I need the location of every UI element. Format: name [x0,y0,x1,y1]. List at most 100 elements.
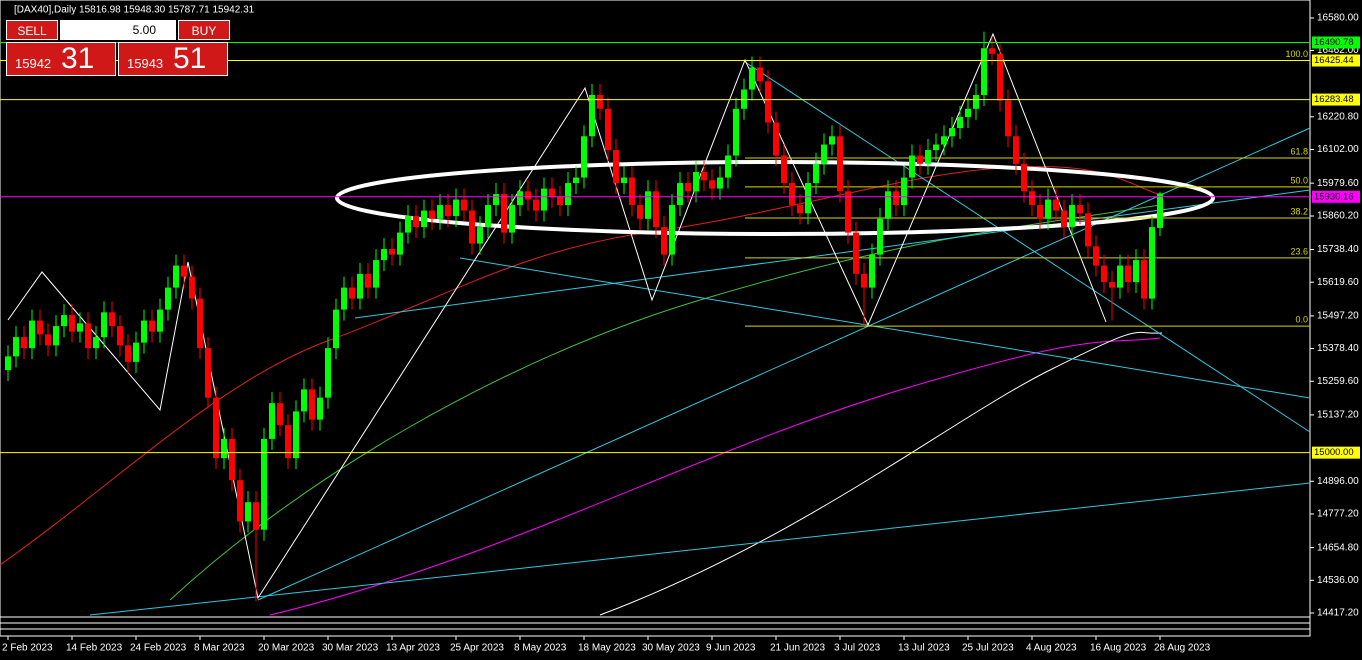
candle-body [117,326,123,346]
zigzag [7,32,1107,600]
price-label-box [1312,190,1360,203]
candle-body [1101,265,1107,283]
volume-input[interactable]: 5.00 [60,20,176,40]
candle-body [405,216,411,233]
x-tick-label: 16 Aug 2023 [1090,643,1147,654]
fib-label: 61.8 [1290,146,1308,156]
candle-body [261,438,267,530]
y-tick-label: 16462.00 [1317,45,1359,56]
candle-body [1085,213,1091,247]
candle-body [437,205,443,219]
candle-body [293,411,299,459]
candle-body [789,183,795,206]
fib-label: 50.0 [1290,175,1308,185]
candle-body [1013,136,1019,164]
price-label-box [1312,54,1360,67]
candle-body [1005,100,1011,137]
candle-body [733,108,739,156]
bid-box[interactable]: 15942 31 [6,42,116,76]
candle-body [1061,210,1067,228]
candle-body [181,265,187,277]
trade-panel: SELL 5.00 BUY 15942 31 15943 51 [6,20,230,76]
candle-body [709,180,715,189]
candle-body [837,136,843,192]
fib-label: 100.0 [1285,49,1308,59]
candle-body [693,172,699,192]
candle-body [557,196,563,206]
candle-body [909,155,915,178]
candle-body [701,172,707,181]
candle-body [381,249,387,261]
y-tick-label: 15378.40 [1317,343,1359,354]
candle-body [69,315,75,332]
candle-body [365,273,371,288]
price-label-box [1312,93,1360,106]
candle-body [949,128,955,137]
candle-body [597,95,603,109]
candle-body [821,144,827,164]
candle-body [805,183,811,214]
candle-body [269,403,275,439]
candle-body [1157,193,1163,228]
price-label: 16283.48 [1314,94,1354,105]
candle-body [813,163,819,184]
candle-body [205,348,211,398]
candle-body [325,348,331,398]
candle-body [301,389,307,412]
y-tick-label: 14777.20 [1317,509,1359,520]
candle-body [925,150,931,164]
series-layer: 100.0 61.8 50.0 38.2 23.6 0.0 [5,31,1310,602]
y-tick-label: 15860.20 [1317,211,1359,222]
candle-body [461,199,467,211]
candle-body [517,191,523,206]
moving-average [269,337,1161,616]
x-tick-label: 8 Mar 2023 [194,643,245,654]
candle-body [149,320,155,332]
y-tick-label: 16580.00 [1317,13,1359,24]
bid-small: 31 [61,42,95,75]
trend-line [744,61,1311,433]
candle-body [373,260,379,288]
y-tick-label: 16102.00 [1317,144,1359,155]
candle-body [93,337,99,349]
ask-box[interactable]: 15943 51 [118,42,228,76]
candle-body [981,48,987,96]
candle-body [421,210,427,228]
candle-body [749,67,755,90]
candle-body [157,309,163,332]
x-tick-label: 21 Jun 2023 [770,643,825,654]
y-tick-label: 15259.60 [1317,376,1359,387]
candle-body [189,276,195,299]
candle-body [77,323,83,332]
candle-body [901,177,907,206]
y-tick-label: 14536.00 [1317,575,1359,586]
candle-body [725,155,731,178]
candle-body [757,67,763,82]
candle-body [717,177,723,189]
buy-button[interactable]: BUY [178,20,230,40]
candle-body [429,210,435,219]
candle-body [917,155,923,164]
candle-body [213,397,219,459]
highlight-ellipse [335,160,1215,236]
candle-body [893,191,899,206]
sell-button[interactable]: SELL [6,20,58,40]
candle-body [1093,246,1099,266]
candle-body [965,108,971,118]
candle-body [957,117,963,129]
candle-body [581,136,587,178]
candle-body [669,205,675,255]
candle-body [613,150,619,184]
candle-body [973,95,979,109]
y-tick-label: 15137.20 [1317,410,1359,421]
x-tick-label: 25 Jul 2023 [962,643,1014,654]
x-tick-label: 30 Mar 2023 [322,643,379,654]
candle-body [1133,260,1139,283]
candle-body [317,397,323,420]
candle-body [501,194,507,233]
price-label: 15930.16 [1314,191,1354,202]
candle-body [85,323,91,349]
x-tick-label: 9 Jun 2023 [706,643,756,654]
